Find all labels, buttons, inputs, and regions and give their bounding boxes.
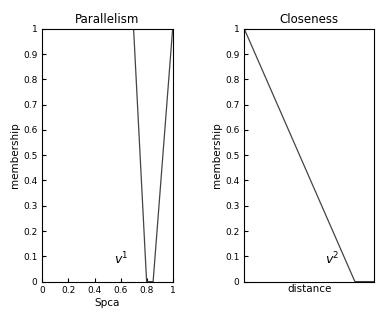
X-axis label: Spca: Spca — [95, 298, 120, 308]
Y-axis label: membership: membership — [10, 122, 20, 188]
Title: Closeness: Closeness — [280, 13, 339, 26]
Title: Parallelism: Parallelism — [75, 13, 140, 26]
Text: $v^2$: $v^2$ — [325, 250, 340, 267]
Text: $v^1$: $v^1$ — [114, 250, 129, 267]
Y-axis label: membership: membership — [212, 122, 222, 188]
X-axis label: distance: distance — [287, 284, 332, 294]
